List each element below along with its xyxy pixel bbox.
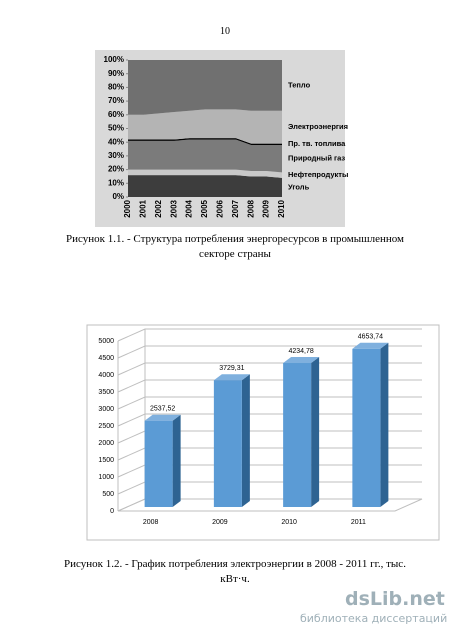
grid-line (117, 345, 422, 359)
bar-side (172, 414, 181, 507)
caption-line: кВт·ч. (220, 573, 250, 585)
grid-line (117, 379, 422, 393)
page-number: 10 (220, 26, 230, 37)
bar (213, 380, 242, 507)
x-tick-label: 2001 (139, 199, 148, 217)
y-tick-label: 1000 (98, 474, 114, 481)
y-tick-label: 100% (104, 55, 124, 64)
bar-side (311, 357, 320, 507)
legend-label: Уголь (288, 182, 310, 191)
bar-top (144, 414, 181, 421)
y-tick-label: 10% (108, 178, 124, 187)
watermark-subtitle: библиотека диссертаций (300, 612, 448, 625)
bar-top (283, 357, 320, 364)
grid-line (117, 328, 422, 342)
y-tick-label: 3500 (98, 389, 114, 396)
x-tick-label: 2007 (231, 199, 240, 217)
area (128, 60, 282, 115)
caption-2: Рисунок 1.2. - График потребления электр… (60, 557, 410, 587)
area (128, 175, 282, 197)
area (128, 138, 282, 145)
bar (144, 420, 173, 507)
x-tick-label: 2009 (212, 519, 228, 526)
bar-side (241, 374, 250, 507)
x-tick-label: 2003 (169, 199, 178, 217)
y-tick-label: 0 (110, 508, 114, 515)
x-tick-label: 2010 (277, 199, 286, 217)
x-tick-label: 2009 (262, 199, 271, 217)
caption-line: Рисунок 1.2. - График потребления электр… (64, 558, 406, 570)
x-tick-label: 2000 (123, 199, 132, 217)
y-tick-label: 30% (108, 151, 124, 160)
caption-1: Рисунок 1.1. - Структура потребления эне… (60, 232, 410, 262)
x-tick-label: 2004 (185, 199, 194, 217)
value-label: 3729,31 (219, 365, 244, 372)
legend-label: Электроэнергия (288, 122, 348, 131)
legend-label: Природный газ (288, 154, 345, 163)
y-tick-label: 500 (102, 491, 114, 498)
area (128, 139, 282, 173)
legend-label: Пр. тв. топлива (288, 139, 346, 148)
value-label: 2537,52 (150, 406, 175, 413)
x-tick-label: 2008 (246, 199, 255, 217)
y-tick-label: 50% (108, 124, 124, 133)
value-label: 4234,78 (288, 348, 313, 355)
caption-line: Рисунок 1.1. - Структура потребления эне… (66, 233, 404, 245)
bar-top (352, 342, 389, 349)
grid-line (117, 362, 422, 376)
bar (283, 363, 312, 507)
caption-line: секторе страны (199, 248, 271, 260)
area (128, 169, 282, 178)
legend-label: Тепло (288, 80, 311, 89)
area (128, 109, 282, 144)
y-tick-label: 4000 (98, 372, 114, 379)
y-tick-label: 2500 (98, 423, 114, 430)
y-tick-label: 4500 (98, 355, 114, 362)
bar (352, 348, 381, 507)
y-tick-label: 60% (108, 110, 124, 119)
y-tick-label: 0% (112, 192, 124, 201)
legend-label: Нефтепродукты (288, 170, 348, 179)
grid-line (117, 396, 422, 410)
y-tick-label: 20% (108, 165, 124, 174)
x-tick-label: 2006 (216, 199, 225, 217)
x-tick-label: 2010 (281, 519, 297, 526)
x-tick-label: 2002 (154, 199, 163, 217)
x-tick-label: 2005 (200, 199, 209, 217)
y-tick-label: 3000 (98, 406, 114, 413)
y-tick-label: 70% (108, 96, 124, 105)
y-tick-label: 2000 (98, 440, 114, 447)
y-tick-label: 90% (108, 69, 124, 78)
value-label: 4653,74 (358, 334, 383, 341)
y-tick-label: 40% (108, 137, 124, 146)
y-tick-label: 1500 (98, 457, 114, 464)
bar-top (213, 374, 250, 381)
watermark-brand: dsLib.net (345, 588, 445, 610)
bar-side (380, 342, 389, 507)
y-tick-label: 80% (108, 83, 124, 92)
y-tick-label: 5000 (98, 338, 114, 345)
grid-line (117, 413, 422, 427)
x-tick-label: 2011 (351, 519, 366, 526)
x-tick-label: 2008 (143, 519, 159, 526)
